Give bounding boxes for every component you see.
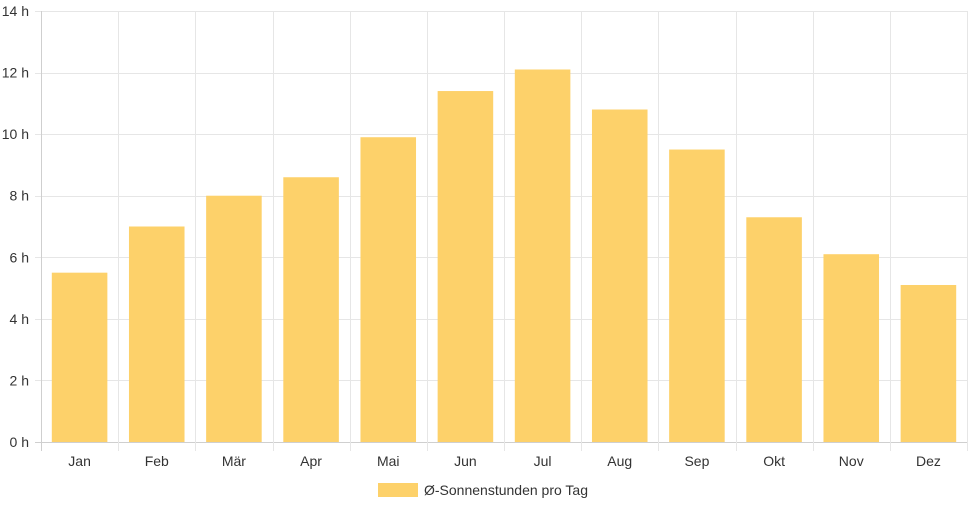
- x-tick-label: Feb: [145, 453, 169, 469]
- bar[interactable]: [51, 272, 108, 442]
- bar[interactable]: [360, 137, 417, 442]
- x-tick-label: Mär: [222, 453, 246, 469]
- y-tick-label: 8 h: [10, 188, 29, 204]
- bar[interactable]: [514, 69, 571, 442]
- x-tick-label: Mai: [377, 453, 400, 469]
- legend-label[interactable]: Ø-Sonnenstunden pro Tag: [424, 482, 588, 498]
- bar[interactable]: [900, 284, 957, 442]
- y-tick-label: 6 h: [10, 249, 29, 265]
- x-tick-label: Apr: [300, 453, 322, 469]
- y-tick-label: 0 h: [10, 434, 29, 450]
- x-tick-label: Aug: [607, 453, 632, 469]
- bar[interactable]: [591, 109, 648, 442]
- legend[interactable]: Ø-Sonnenstunden pro Tag: [378, 482, 588, 498]
- bar[interactable]: [669, 149, 725, 443]
- y-tick-label: 14 h: [2, 3, 29, 19]
- x-tick-label: Jul: [534, 453, 552, 469]
- y-tick-label: 12 h: [2, 65, 29, 81]
- legend-swatch[interactable]: [378, 483, 418, 497]
- x-tick-label: Dez: [916, 453, 941, 469]
- x-axis-ticks: Jan Feb Mär Apr Mai Jun Jul Aug Sep Okt Nov Dez: [68, 453, 941, 469]
- y-tick-label: 2 h: [10, 372, 29, 388]
- bar[interactable]: [283, 177, 339, 442]
- bar[interactable]: [746, 217, 802, 442]
- grid-lines: [35, 11, 968, 451]
- y-tick-label: 10 h: [2, 126, 29, 142]
- bar[interactable]: [206, 195, 262, 442]
- x-tick-label: Jun: [454, 453, 477, 469]
- bar[interactable]: [128, 226, 185, 443]
- y-axis-ticks: 0 h 2 h 4 h 6 h 8 h 10 h 12 h 14 h: [2, 3, 29, 450]
- y-tick-label: 4 h: [10, 311, 29, 327]
- bars: [51, 69, 957, 443]
- x-tick-label: Nov: [839, 453, 864, 469]
- x-tick-label: Okt: [763, 453, 785, 469]
- bar[interactable]: [823, 254, 880, 442]
- bar[interactable]: [437, 91, 494, 443]
- x-tick-label: Jan: [68, 453, 91, 469]
- x-tick-label: Sep: [684, 453, 709, 469]
